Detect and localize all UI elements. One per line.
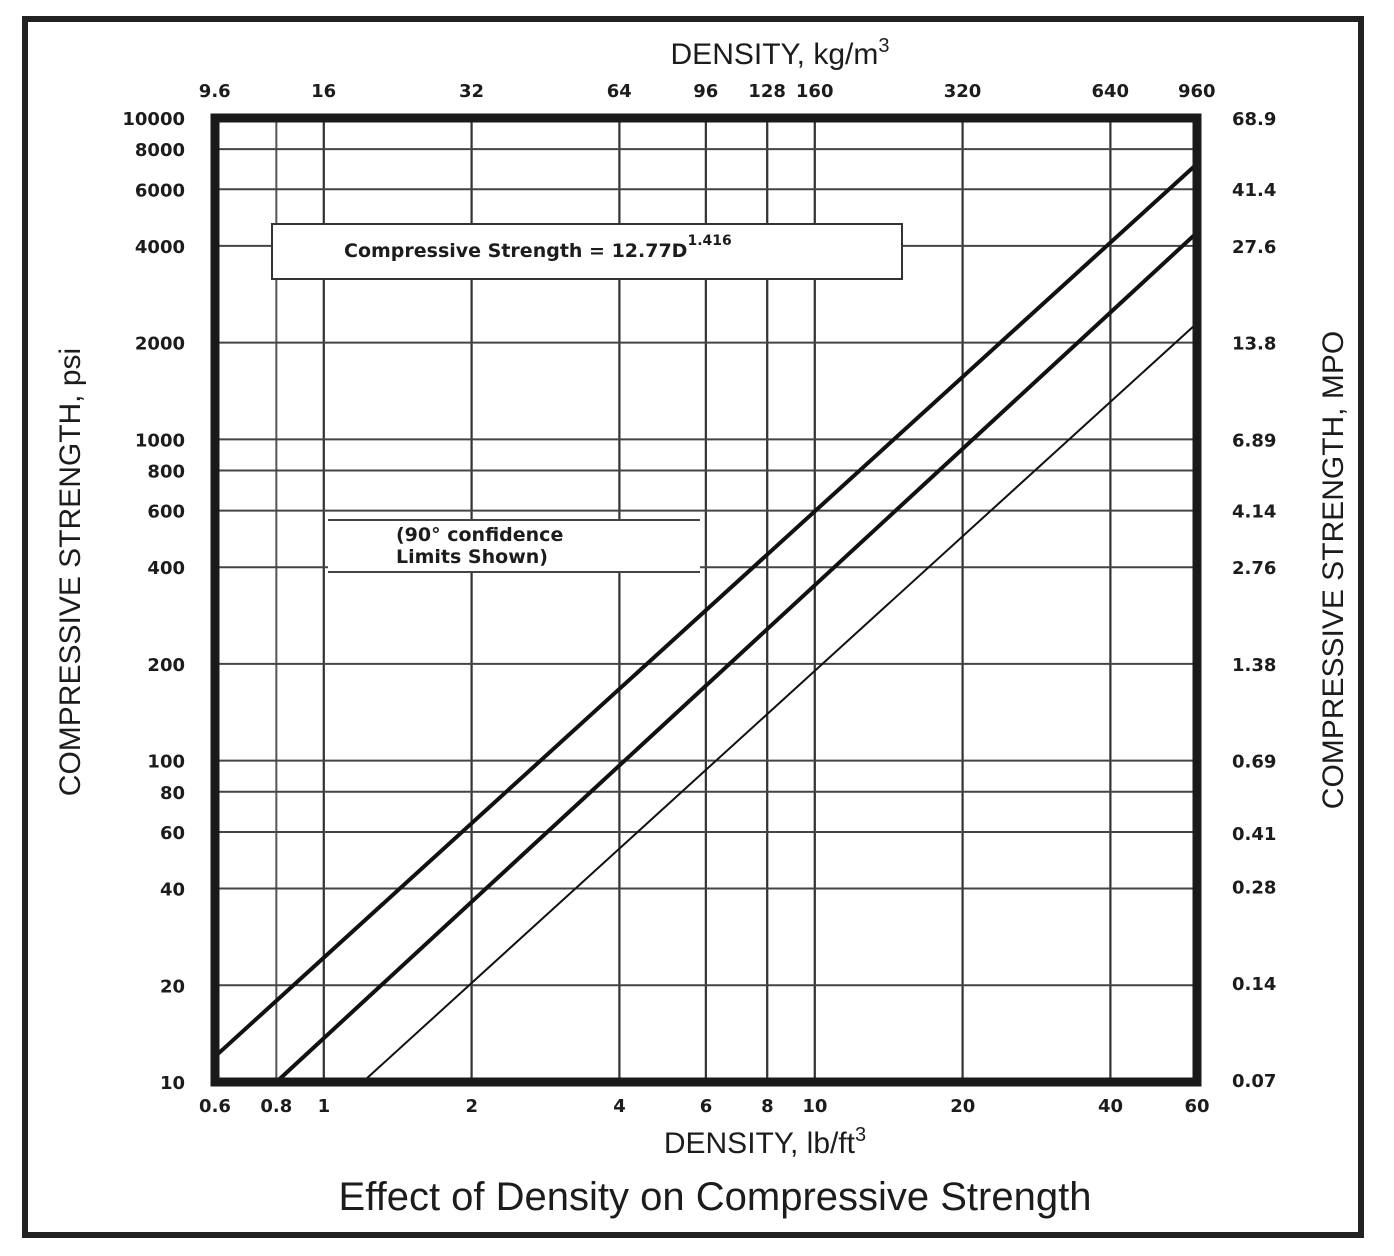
equation-exponent: 1.416 (687, 233, 731, 249)
x2-tick-label-8: 640 (1092, 81, 1130, 102)
x-tick-label-5: 6 (700, 1096, 713, 1117)
tick-labels: 0.6 0.8 1 2 4 6 8 10 20 40 60 9.6 16 32 64 96 128 160 320 6… (122, 81, 1276, 1117)
y2-tick-label-10: 27.6 (1232, 237, 1276, 258)
x-tick-label-10: 60 (1184, 1096, 1209, 1117)
right-axis-title: COMPRESSIVE STRENGTH, MPO (1317, 331, 1350, 809)
x-tick-label-3: 2 (465, 1096, 478, 1117)
y2-tick-label-4: 0.69 (1232, 752, 1276, 773)
y2-tick-label-0: 0.07 (1232, 1071, 1276, 1092)
y-tick-label-5: 100 (147, 752, 185, 773)
top-axis-title: DENSITY, kg/m3 (671, 35, 890, 71)
y-tick-label-9: 800 (147, 461, 185, 482)
confidence-label-line-0: (90° confidence (396, 524, 563, 546)
y-tick-label-3: 60 (160, 823, 185, 844)
y2-tick-label-11: 41.4 (1232, 180, 1276, 201)
x2-tick-label-9: 960 (1178, 81, 1216, 102)
y-tick-label-2: 40 (160, 880, 185, 901)
y-tick-label-14: 8000 (135, 140, 185, 161)
series-lines (213, 162, 1199, 1084)
chart-frame (22, 16, 1364, 1238)
y-tick-label-7: 400 (147, 558, 185, 579)
confidence-label-line-1: Limits Shown) (396, 546, 548, 568)
y-tick-label-1: 20 (160, 976, 185, 997)
y2-tick-label-12: 68.9 (1232, 109, 1276, 130)
y2-tick-label-7: 4.14 (1232, 502, 1276, 523)
y-tick-label-11: 2000 (135, 334, 185, 355)
equation-box (271, 223, 903, 280)
x2-tick-label-0: 9.6 (199, 81, 231, 102)
y-tick-label-6: 200 (147, 655, 185, 676)
series-line-1 (274, 231, 1199, 1084)
x-tick-label-0: 0.6 (199, 1096, 231, 1117)
x2-tick-label-4: 96 (693, 81, 718, 102)
y2-tick-label-1: 0.14 (1232, 974, 1276, 995)
y2-tick-label-5: 1.38 (1232, 655, 1276, 676)
y2-tick-label-6: 2.76 (1232, 558, 1276, 579)
x2-tick-label-2: 32 (459, 81, 484, 102)
x2-tick-label-6: 160 (796, 81, 834, 102)
y-tick-label-8: 600 (147, 502, 185, 523)
y-tick-label-10: 1000 (135, 430, 185, 451)
y-tick-label-15: 10000 (122, 109, 185, 130)
x2-tick-label-5: 128 (748, 81, 786, 102)
x2-tick-label-3: 64 (607, 81, 632, 102)
y-tick-label-13: 6000 (135, 180, 185, 201)
x-tick-label-8: 20 (950, 1096, 975, 1117)
y2-tick-label-2: 0.28 (1232, 877, 1276, 898)
x-tick-label-2: 1 (318, 1096, 331, 1117)
y-tick-label-4: 80 (160, 783, 185, 804)
series-line-2 (362, 322, 1198, 1083)
chart-title: Effect of Density on Compressive Strengt… (339, 1175, 1092, 1219)
top-axis-title-superscript: 3 (878, 35, 889, 57)
y2-tick-label-9: 13.8 (1232, 333, 1276, 354)
equation-text: Compressive Strength = 12.77D (344, 240, 687, 262)
annotations: Compressive Strength = 12.77D1.416 (90° c… (271, 223, 903, 573)
y-tick-label-12: 4000 (135, 237, 185, 258)
x-tick-label-4: 4 (613, 1096, 626, 1117)
series-line-0 (213, 162, 1199, 1059)
x2-tick-label-1: 16 (311, 81, 336, 102)
equation-label: Compressive Strength = 12.77D1.416 (344, 233, 732, 262)
x-tick-label-6: 8 (761, 1096, 774, 1117)
plot-border (210, 113, 1202, 1087)
x-tick-label-1: 0.8 (260, 1096, 292, 1117)
x-tick-label-7: 10 (802, 1096, 827, 1117)
left-axis-title: COMPRESSIVE STRENGTH, psi (54, 348, 87, 796)
bottom-axis-title-superscript: 3 (855, 1124, 866, 1146)
confidence-box (328, 520, 700, 572)
y-tick-label-0: 10 (160, 1073, 185, 1094)
y2-tick-label-3: 0.41 (1232, 824, 1276, 845)
x2-tick-label-7: 320 (944, 81, 982, 102)
y2-tick-label-8: 6.89 (1232, 430, 1276, 451)
bottom-axis-title: DENSITY, lb/ft3 (664, 1124, 866, 1160)
x-tick-label-9: 40 (1098, 1096, 1123, 1117)
